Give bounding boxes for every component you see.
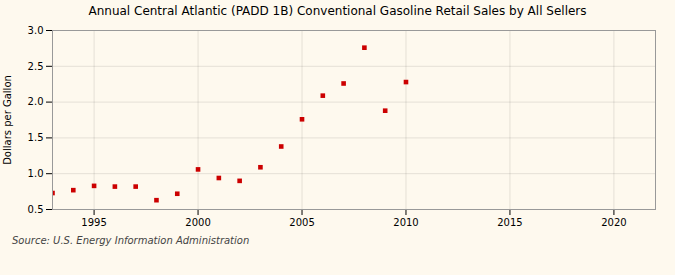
svg-text:2015: 2015	[497, 217, 522, 228]
svg-text:1.0: 1.0	[28, 168, 44, 179]
svg-text:2005: 2005	[289, 217, 314, 228]
svg-text:2010: 2010	[393, 217, 418, 228]
svg-text:0.5: 0.5	[28, 204, 44, 215]
svg-text:2.5: 2.5	[28, 61, 44, 72]
svg-text:2.0: 2.0	[28, 96, 44, 107]
svg-text:3.0: 3.0	[28, 25, 44, 36]
svg-text:2020: 2020	[601, 217, 626, 228]
svg-text:2000: 2000	[185, 217, 210, 228]
svg-text:1995: 1995	[81, 217, 106, 228]
html-text:Source: U.S. Energy Informatio: Source: U.S. Energy Information Administ…	[12, 235, 250, 246]
svg-text:Dollars per Gallon: Dollars per Gallon	[2, 75, 13, 165]
svg-text:1.5: 1.5	[28, 132, 44, 143]
html-text:Annual Central Atlantic (PADD: Annual Central Atlantic (PADD 1B) Conven…	[88, 4, 587, 18]
